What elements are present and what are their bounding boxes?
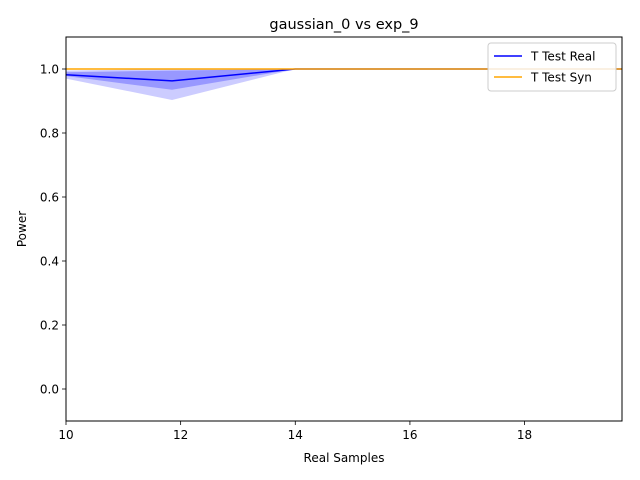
confidence-band-0-0 [66,69,622,90]
y-tick-label: 0.0 [40,383,59,397]
legend-entry-0: T Test Real [530,50,595,64]
x-axis-ticks: 10 12 14 16 18 [58,421,532,442]
y-tick-label: 0.4 [40,255,59,269]
legend: T Test Real T Test Syn [487,42,617,92]
legend-entry-1: T Test Syn [530,71,592,85]
x-tick-label: 10 [58,428,73,442]
y-tick-label: 0.6 [40,191,59,205]
legend-box [487,42,617,92]
y-tick-label: 1.0 [40,63,59,77]
x-tick-label: 18 [517,428,532,442]
y-axis-ticks: 0.0 0.2 0.4 0.6 0.8 1.0 [40,63,66,397]
confidence-band-0-1 [66,69,622,101]
x-tick-label: 16 [402,428,417,442]
plot-area-frame [65,36,623,422]
confidence-bands [66,69,622,101]
y-tick-label: 0.2 [40,319,59,333]
y-tick-label: 0.8 [40,127,59,141]
x-tick-label: 12 [173,428,188,442]
y-axis-label: Power [15,211,29,247]
chart-title: gaussian_0 vs exp_9 [269,17,418,33]
x-axis-label: Real Samples [304,451,385,465]
x-tick-label: 14 [288,428,303,442]
